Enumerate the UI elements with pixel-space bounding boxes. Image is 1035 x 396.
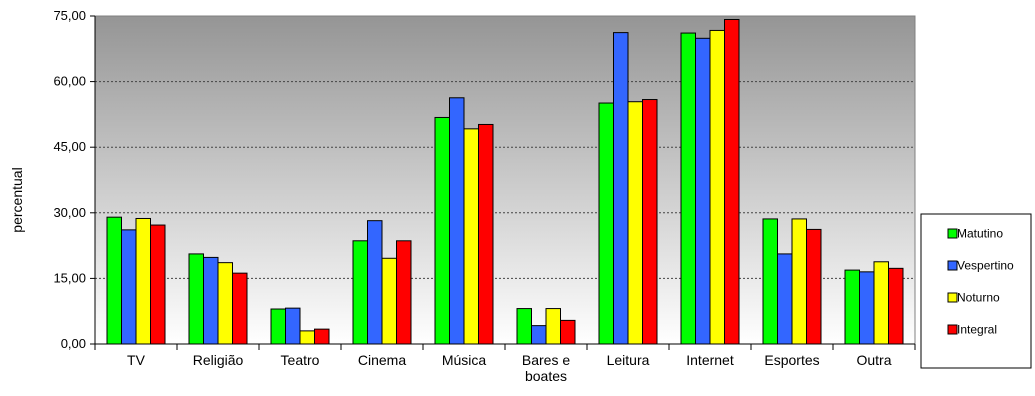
legend-swatch-integral (947, 324, 958, 335)
category-label: Leitura (607, 352, 650, 368)
bar-vespertino-4 (449, 97, 465, 345)
bar-integral-2 (314, 328, 330, 345)
bar-noturno-8 (791, 218, 807, 345)
bar-vespertino-7 (695, 37, 711, 345)
category-label: Teatro (281, 352, 320, 368)
legend-swatch-vespertino (947, 260, 958, 271)
bar-noturno-3 (381, 257, 397, 345)
legend-box (920, 213, 1032, 369)
bar-matutino-5 (516, 308, 532, 345)
category-label: TV (127, 352, 146, 368)
bar-vespertino-3 (367, 220, 383, 345)
legend-label-integral: Integral (957, 323, 997, 337)
bar-vespertino-8 (777, 253, 793, 345)
bar-noturno-9 (873, 261, 889, 345)
bar-matutino-1 (188, 253, 204, 345)
bar-noturno-6 (627, 101, 643, 345)
y-axis-label: percentual (9, 167, 25, 232)
legend-swatch-noturno (947, 292, 958, 303)
bar-noturno-4 (463, 128, 479, 345)
bar-vespertino-6 (613, 32, 629, 345)
category-label: Música (442, 352, 487, 368)
bar-matutino-6 (598, 102, 614, 345)
category-label: Religião (193, 352, 244, 368)
bar-noturno-1 (217, 262, 233, 345)
y-tick-label: 60,00 (53, 74, 86, 89)
category-label: Outra (856, 352, 891, 368)
legend: Matutino Vespertino Noturno Integral (920, 213, 1032, 369)
category-label: Internet (686, 352, 734, 368)
bar-matutino-3 (352, 240, 368, 345)
legend-label-vespertino: Vespertino (957, 259, 1014, 273)
bar-noturno-7 (709, 29, 725, 345)
bar-integral-9 (888, 267, 904, 345)
bar-integral-7 (724, 18, 740, 345)
bar-integral-1 (232, 272, 248, 345)
bar-integral-3 (396, 240, 412, 345)
bar-integral-0 (150, 224, 166, 345)
bar-vespertino-2 (285, 307, 301, 345)
y-tick-label: 45,00 (53, 139, 86, 154)
bar-noturno-2 (299, 330, 315, 345)
bar-vespertino-0 (121, 229, 137, 345)
bar-matutino-4 (434, 116, 450, 345)
bar-vespertino-5 (531, 325, 547, 345)
y-tick-label: 0,00 (61, 336, 86, 351)
bar-matutino-7 (680, 32, 696, 345)
legend-label-noturno: Noturno (957, 291, 1000, 305)
bar-noturno-0 (135, 217, 151, 345)
bar-matutino-2 (270, 308, 286, 345)
category-label: Cinema (358, 352, 406, 368)
bar-vespertino-9 (859, 271, 875, 345)
bar-matutino-9 (844, 269, 860, 345)
bar-matutino-8 (762, 218, 778, 345)
bar-integral-5 (560, 319, 576, 345)
bar-vespertino-1 (203, 256, 219, 345)
bar-matutino-0 (106, 216, 122, 345)
bar-integral-8 (806, 228, 822, 345)
y-tick-label: 75,00 (53, 8, 86, 23)
y-tick-label: 30,00 (53, 205, 86, 220)
legend-label-matutino: Matutino (957, 227, 1003, 241)
category-label: Bares e boates (522, 352, 570, 384)
legend-swatch-matutino (947, 228, 958, 239)
bar-integral-4 (478, 123, 494, 345)
bar-integral-6 (642, 99, 658, 345)
category-label: Esportes (764, 352, 819, 368)
y-tick-label: 15,00 (53, 270, 86, 285)
bar-noturno-5 (545, 308, 561, 345)
